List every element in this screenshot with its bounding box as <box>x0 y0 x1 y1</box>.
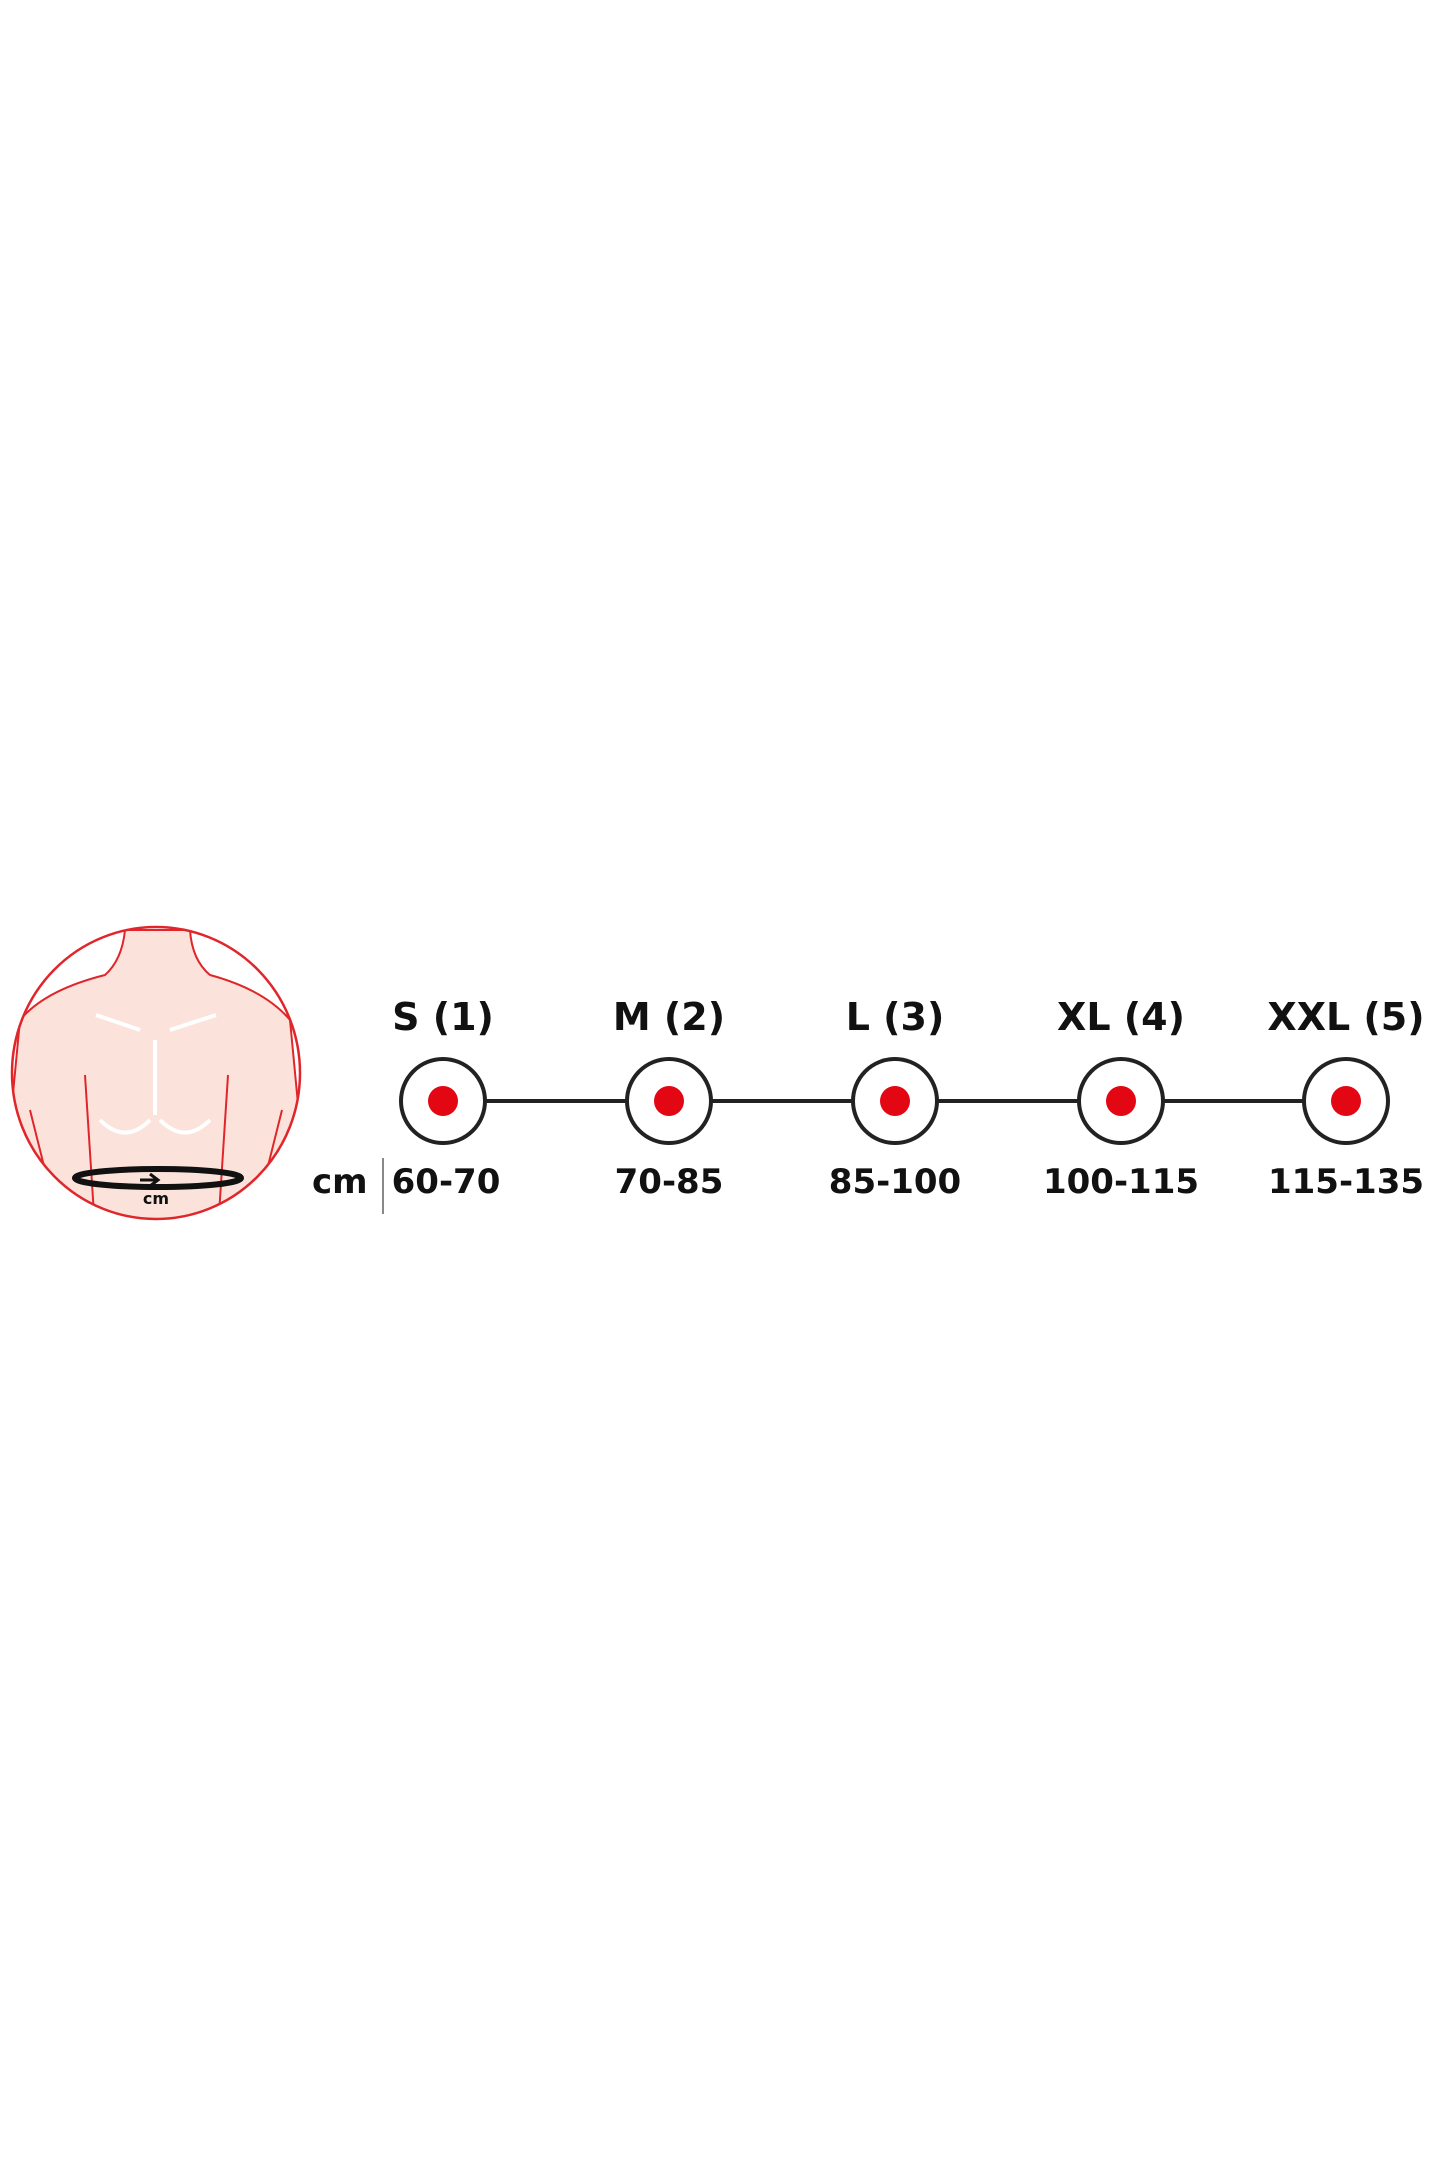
size-marker-dot <box>654 1086 684 1116</box>
size-marker-dot <box>880 1086 910 1116</box>
size-marker-dot <box>1106 1086 1136 1116</box>
size-range: 60-70 <box>391 1162 501 1202</box>
torso-waist-measurement-icon: cm <box>10 925 302 1221</box>
size-range: 100-115 <box>1042 1162 1200 1202</box>
unit-separator <box>382 1158 384 1214</box>
size-label: L (3) <box>845 995 945 1039</box>
size-label: XXL (5) <box>1267 995 1425 1039</box>
size-label: S (1) <box>392 995 494 1039</box>
size-range: 70-85 <box>614 1162 724 1202</box>
waist-cm-label: cm <box>143 1189 169 1208</box>
size-label: XL (4) <box>1057 995 1185 1039</box>
size-marker-dot <box>428 1086 458 1116</box>
size-range: 115-135 <box>1267 1162 1425 1202</box>
size-range: 85-100 <box>828 1162 962 1202</box>
unit-label: cm <box>312 1162 368 1202</box>
size-marker-dot <box>1331 1086 1361 1116</box>
size-label: M (2) <box>612 995 726 1039</box>
